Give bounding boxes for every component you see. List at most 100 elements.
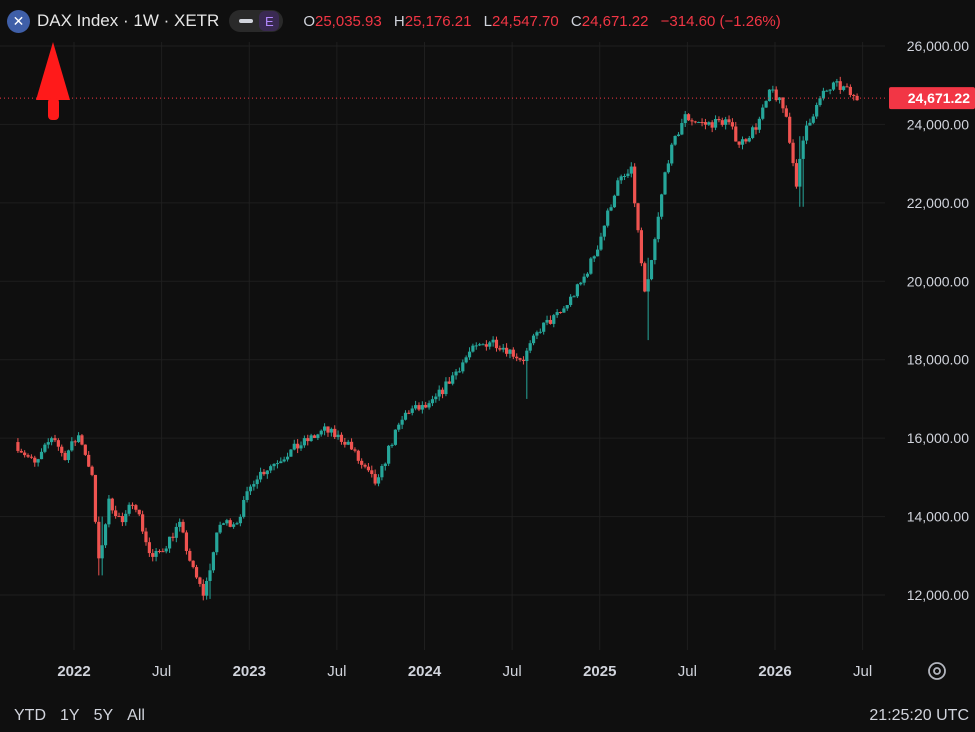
candle-body — [174, 526, 178, 538]
candle-body — [582, 276, 586, 283]
candle-body — [595, 249, 600, 257]
candle-body — [656, 216, 660, 240]
indicator-pill[interactable]: E — [229, 10, 284, 32]
candle-body — [616, 180, 620, 196]
candle-body — [211, 552, 215, 571]
candle-body — [245, 491, 249, 500]
candle-body — [545, 319, 549, 323]
candle-body — [558, 312, 563, 314]
candle-body — [825, 90, 829, 92]
candle-body — [639, 230, 644, 264]
candle-body — [36, 459, 40, 463]
candle-body — [292, 443, 296, 450]
y-tick-label: 12,000.00 — [907, 587, 969, 603]
open-value: 25,035.93 — [315, 12, 382, 30]
candle-body — [221, 523, 226, 525]
candle-body — [828, 89, 832, 91]
range-all-button[interactable]: All — [127, 707, 145, 724]
candle-body — [349, 441, 354, 450]
x-tick-label: 2024 — [408, 663, 442, 680]
candle-body — [434, 396, 438, 400]
candles — [16, 76, 859, 601]
candle-body — [285, 456, 290, 460]
candle-body — [167, 536, 172, 549]
candle-body — [686, 114, 691, 121]
candle-body — [56, 440, 60, 447]
candle-body — [643, 263, 647, 292]
candle-body — [562, 308, 566, 313]
candle-body — [592, 256, 596, 259]
candle-body — [184, 532, 189, 551]
candle-body — [248, 486, 253, 492]
candle-body — [191, 560, 195, 568]
x-tick-label: 2023 — [233, 663, 266, 680]
candle-body — [700, 122, 704, 124]
earnings-badge[interactable]: E — [259, 11, 280, 31]
candle-body — [19, 450, 23, 453]
candle-body — [629, 166, 633, 174]
candle-body — [525, 350, 529, 362]
symbol-icon[interactable]: ✕ — [7, 9, 30, 33]
candle-body — [660, 194, 664, 217]
y-tick-label: 14,000.00 — [907, 509, 969, 525]
candle-body — [141, 514, 145, 532]
candle-body — [407, 412, 411, 414]
candle-body — [815, 104, 819, 117]
candle-body — [403, 412, 408, 420]
candle-body — [457, 371, 462, 373]
x-tick-label: Jul — [678, 663, 697, 680]
candle-body — [296, 443, 300, 449]
candle-body — [531, 335, 536, 344]
candle-body — [417, 405, 421, 410]
candle-body — [710, 122, 714, 128]
candle-body — [804, 125, 809, 141]
candle-body — [720, 120, 724, 125]
candle-body — [855, 95, 859, 101]
candle-body — [400, 419, 404, 425]
candle-body — [663, 172, 667, 195]
candle-body — [724, 119, 728, 125]
candle-body — [451, 375, 455, 384]
candle-body — [275, 463, 280, 465]
candle-body — [312, 435, 317, 438]
candle-body — [154, 550, 158, 557]
candle-body — [16, 442, 20, 451]
candle-body — [46, 442, 50, 445]
candle-body — [194, 567, 199, 578]
x-tick-label: 2022 — [57, 663, 90, 680]
minus-icon[interactable] — [239, 19, 254, 23]
candle-body — [835, 81, 839, 83]
candle-body — [744, 139, 748, 142]
candle-body — [198, 577, 202, 584]
last-price-line: 24,671.22 — [0, 87, 975, 110]
candle-body — [390, 444, 394, 446]
candle-body — [363, 464, 367, 467]
candle-body — [670, 144, 674, 164]
candle-body — [107, 498, 111, 525]
candle-body — [410, 408, 414, 413]
change-value: −314.60 (−1.26%) — [660, 12, 781, 30]
candle-body — [808, 122, 812, 126]
candle-body — [262, 471, 266, 475]
candle-body — [633, 166, 637, 204]
candle-body — [164, 548, 168, 552]
candle-body — [653, 239, 657, 261]
candle-body — [97, 521, 101, 559]
candle-body — [343, 441, 347, 445]
settings-icon[interactable] — [928, 662, 946, 680]
candle-body — [471, 345, 475, 352]
candle-body — [606, 210, 610, 226]
range-1y-button[interactable]: 1Y — [60, 707, 80, 724]
candle-body — [542, 322, 546, 332]
candle-body — [171, 536, 175, 538]
candle-body — [43, 444, 47, 452]
candle-body — [414, 405, 418, 409]
range-ytd-button[interactable]: YTD — [14, 707, 46, 724]
candle-body — [579, 282, 583, 285]
candle-body — [609, 207, 613, 211]
symbol-title[interactable]: DAX Index · 1W · XETR — [37, 11, 220, 30]
candle-body — [791, 142, 795, 164]
candle-body — [848, 86, 852, 95]
range-5y-button[interactable]: 5Y — [93, 707, 114, 724]
